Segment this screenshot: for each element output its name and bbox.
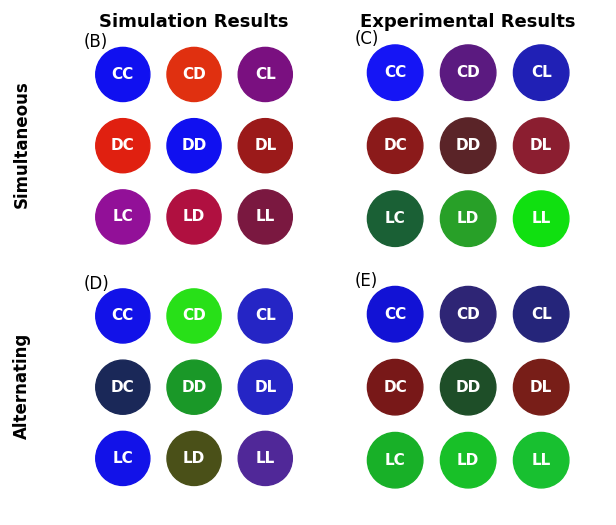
Text: DL: DL	[254, 138, 277, 153]
Text: Simultaneous: Simultaneous	[12, 80, 31, 208]
Text: CL: CL	[255, 309, 275, 323]
Circle shape	[513, 287, 569, 342]
Text: CC: CC	[111, 67, 134, 82]
Text: DD: DD	[456, 380, 480, 395]
Circle shape	[95, 119, 150, 173]
Text: CL: CL	[531, 65, 551, 80]
Text: LL: LL	[532, 211, 551, 226]
Circle shape	[367, 45, 423, 100]
Text: (B): (B)	[84, 33, 108, 51]
Text: DD: DD	[182, 138, 206, 153]
Circle shape	[513, 360, 569, 415]
Text: DC: DC	[111, 380, 135, 395]
Text: CC: CC	[384, 65, 407, 80]
Text: Alternating: Alternating	[12, 333, 31, 439]
Circle shape	[167, 360, 221, 414]
Text: LL: LL	[256, 209, 275, 224]
Circle shape	[95, 360, 150, 414]
Text: CD: CD	[182, 67, 206, 82]
Text: CC: CC	[111, 309, 134, 323]
Text: LD: LD	[183, 451, 205, 466]
Circle shape	[95, 47, 150, 101]
Text: LD: LD	[457, 453, 479, 468]
Circle shape	[95, 289, 150, 343]
Circle shape	[367, 118, 423, 173]
Text: (C): (C)	[355, 30, 379, 48]
Circle shape	[95, 190, 150, 244]
Circle shape	[513, 191, 569, 246]
Text: DL: DL	[530, 138, 553, 153]
Circle shape	[513, 45, 569, 100]
Circle shape	[367, 191, 423, 246]
Text: DC: DC	[383, 138, 407, 153]
Circle shape	[367, 433, 423, 488]
Text: LC: LC	[385, 211, 405, 226]
Circle shape	[440, 45, 496, 100]
Circle shape	[167, 47, 221, 101]
Circle shape	[238, 119, 293, 173]
Text: LC: LC	[113, 451, 133, 466]
Text: (E): (E)	[355, 272, 378, 290]
Circle shape	[440, 191, 496, 246]
Circle shape	[367, 287, 423, 342]
Text: CC: CC	[384, 307, 407, 322]
Circle shape	[513, 433, 569, 488]
Circle shape	[95, 432, 150, 486]
Text: Simulation Results: Simulation Results	[99, 13, 289, 31]
Text: DL: DL	[530, 380, 553, 395]
Circle shape	[238, 360, 293, 414]
Text: DC: DC	[111, 138, 135, 153]
Circle shape	[238, 190, 293, 244]
Text: CD: CD	[456, 65, 480, 80]
Circle shape	[238, 47, 293, 101]
Text: CD: CD	[182, 309, 206, 323]
Text: LC: LC	[385, 453, 405, 468]
Text: DL: DL	[254, 380, 277, 395]
Circle shape	[440, 433, 496, 488]
Text: LC: LC	[113, 209, 133, 224]
Text: LL: LL	[532, 453, 551, 468]
Text: LD: LD	[183, 209, 205, 224]
Text: CL: CL	[255, 67, 275, 82]
Circle shape	[167, 190, 221, 244]
Circle shape	[238, 289, 293, 343]
Text: DD: DD	[182, 380, 206, 395]
Circle shape	[167, 119, 221, 173]
Text: LD: LD	[457, 211, 479, 226]
Text: LL: LL	[256, 451, 275, 466]
Circle shape	[167, 432, 221, 486]
Circle shape	[440, 118, 496, 173]
Circle shape	[440, 360, 496, 415]
Text: Experimental Results: Experimental Results	[360, 13, 576, 31]
Text: CD: CD	[456, 307, 480, 322]
Text: DC: DC	[383, 380, 407, 395]
Text: CL: CL	[531, 307, 551, 322]
Circle shape	[238, 432, 293, 486]
Circle shape	[440, 287, 496, 342]
Circle shape	[167, 289, 221, 343]
Circle shape	[367, 360, 423, 415]
Text: DD: DD	[456, 138, 480, 153]
Text: (D): (D)	[84, 275, 110, 292]
Circle shape	[513, 118, 569, 173]
